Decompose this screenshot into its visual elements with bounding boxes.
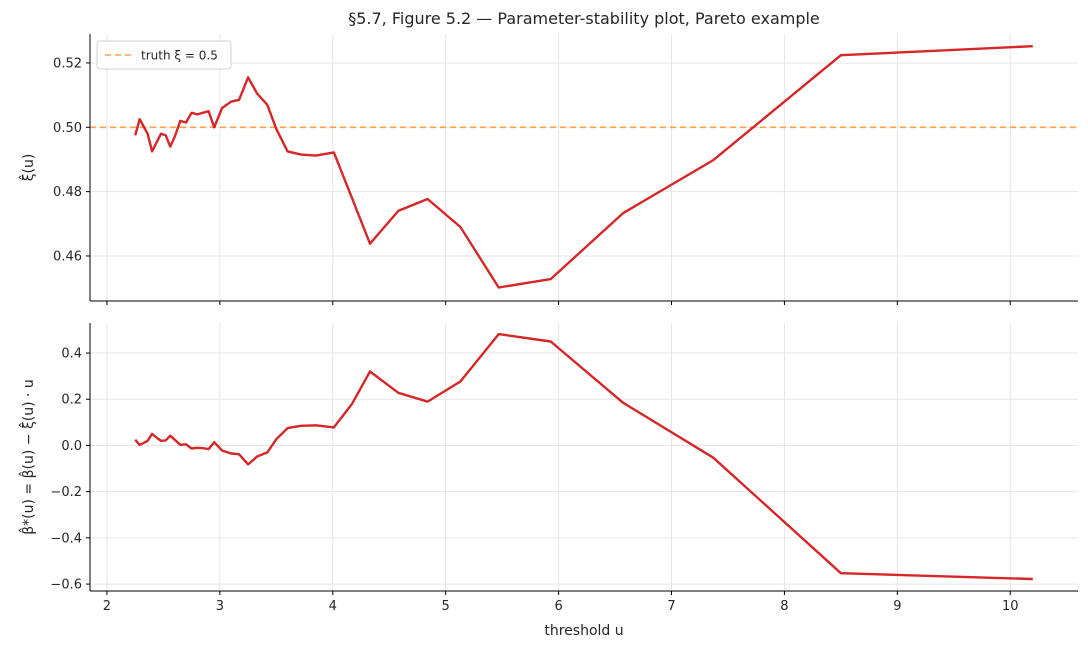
x-tick-label: 10 (1002, 599, 1019, 614)
legend-box (96, 40, 232, 70)
y-tick-label: 0.2 (61, 393, 82, 408)
legend: truth ξ = 0.5 (96, 40, 232, 70)
y-tick-label: 0.4 (61, 347, 82, 362)
y-tick-label: 0.48 (53, 185, 82, 200)
y-axis-label: β̂*(u) = β̂(u) − ξ̂(u) · u (18, 379, 37, 535)
x-tick-label: 5 (442, 599, 450, 614)
y-tick-label: 0.0 (61, 439, 82, 454)
series-line (134, 332, 1033, 581)
y-tick-label: 0.46 (53, 249, 82, 264)
x-tick-label: 7 (667, 599, 675, 614)
y-tick-label: 0.52 (53, 56, 82, 71)
x-tick-label: 9 (893, 599, 901, 614)
series-line (134, 45, 1033, 289)
legend-label: truth ξ = 0.5 (141, 49, 218, 63)
x-tick-label: 3 (216, 599, 224, 614)
y-tick-label: −0.2 (50, 485, 82, 500)
y-tick-label: 0.50 (53, 121, 82, 136)
panel-2: −0.6 −0.4 −0.2 0.0 0.2 0.4 2 3 4 5 6 7 8 9 10 β̂*(u) = … (18, 323, 1078, 614)
x-tick-label: 4 (329, 599, 337, 614)
panel-1: 0.46 0.48 0.50 0.52 ξ̂(u) truth ξ = 0.5 (18, 34, 1078, 305)
y-tick-label: −0.6 (50, 578, 82, 593)
chart-title: §5.7, Figure 5.2 — Parameter-stability p… (348, 9, 820, 28)
y-axis-label: ξ̂(u) (18, 154, 37, 182)
y-tick-label: −0.4 (50, 531, 82, 546)
x-tick-label: 2 (103, 599, 111, 614)
x-axis-label: threshold u (544, 623, 623, 639)
x-tick-label: 6 (554, 599, 562, 614)
x-tick-label: 8 (780, 599, 788, 614)
